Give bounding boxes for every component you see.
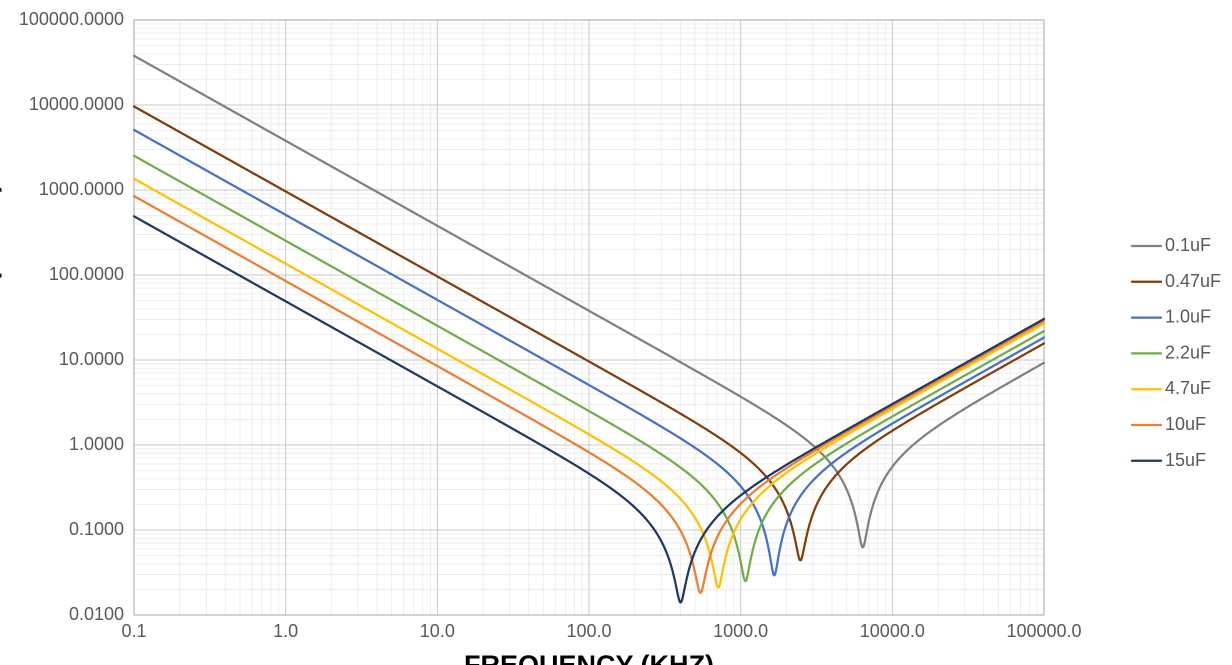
- svg-text:1000.0: 1000.0: [713, 621, 768, 641]
- svg-text:FREQUENCY (KHZ): FREQUENCY (KHZ): [464, 650, 714, 665]
- svg-text:0.1000: 0.1000: [69, 519, 124, 539]
- svg-text:10000.0: 10000.0: [860, 621, 925, 641]
- svg-text:4.7uF: 4.7uF: [1165, 378, 1211, 398]
- svg-text:10000.0000: 10000.0000: [29, 94, 124, 114]
- svg-text:IMPEDANCE (OHMS): IMPEDANCE (OHMS): [0, 183, 2, 452]
- svg-text:1.0: 1.0: [273, 621, 298, 641]
- svg-text:1.0uF: 1.0uF: [1165, 307, 1211, 327]
- svg-text:2.2uF: 2.2uF: [1165, 342, 1211, 362]
- svg-text:10.0: 10.0: [420, 621, 455, 641]
- svg-text:10uF: 10uF: [1165, 414, 1206, 434]
- svg-text:100000.0000: 100000.0000: [19, 9, 124, 29]
- svg-text:100.0: 100.0: [566, 621, 611, 641]
- svg-text:100000.0: 100000.0: [1006, 621, 1081, 641]
- svg-text:10.0000: 10.0000: [59, 349, 124, 369]
- svg-text:15uF: 15uF: [1165, 450, 1206, 470]
- svg-text:0.1uF: 0.1uF: [1165, 235, 1211, 255]
- svg-text:0.47uF: 0.47uF: [1165, 271, 1221, 291]
- svg-text:0.1: 0.1: [121, 621, 146, 641]
- svg-text:0.0100: 0.0100: [69, 604, 124, 624]
- svg-text:1.0000: 1.0000: [69, 434, 124, 454]
- svg-text:100.0000: 100.0000: [49, 264, 124, 284]
- svg-text:1000.0000: 1000.0000: [39, 179, 124, 199]
